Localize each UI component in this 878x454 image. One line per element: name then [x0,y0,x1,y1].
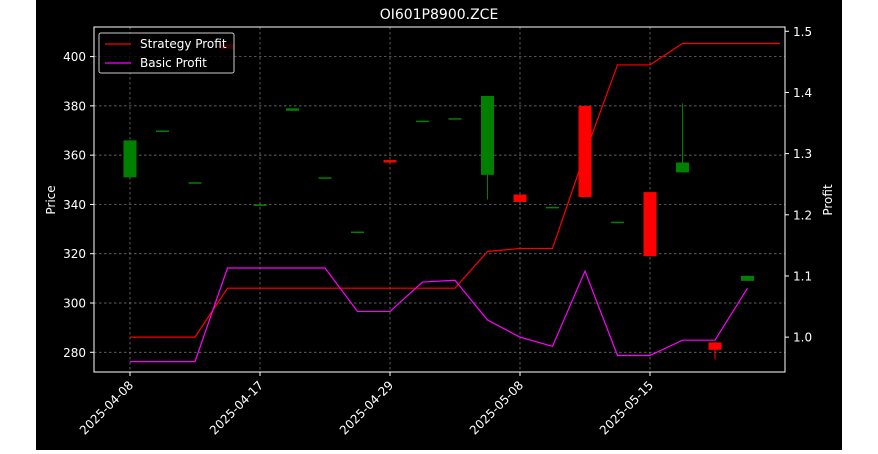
legend-box [98,32,235,74]
price-tick-label: 300 [63,297,86,311]
price-tick-label: 340 [63,198,86,212]
candle-body [123,140,137,178]
profit-tick-label: 1.5 [793,25,812,39]
profit-tick-label: 1.1 [793,269,812,283]
candle-body [448,118,462,120]
candle-body [156,130,169,132]
price-tick-label: 320 [63,247,86,261]
candle-body [578,105,592,198]
profit-axis: 1.0 1.1 1.2 1.3 1.4 1.5 [785,25,812,345]
candle-body [741,275,754,281]
figure-background [36,0,842,450]
price-axis-label: Price [44,185,58,214]
candle-body [513,194,527,202]
legend: Strategy Profit Basic Profit [98,32,235,74]
candle-body [351,231,364,234]
strategy-profit-line [130,42,780,338]
basic-profit-line [130,267,749,363]
candle-body [481,96,494,175]
candle-body [383,160,397,163]
price-tick-label: 400 [63,50,86,64]
candle-body [416,120,429,123]
candle-body [643,192,657,257]
profit-lines [130,42,780,363]
price-tick-label: 280 [63,346,86,360]
price-tick-label: 380 [63,99,86,113]
profit-tick-label: 1.3 [793,147,812,161]
chart-title: OI601P8900.ZCE [380,7,499,23]
price-axis: 280 300 320 340 360 380 400 [63,50,94,360]
profit-tick-label: 1.0 [793,331,812,345]
candle-body [188,182,202,184]
profit-tick-label: 1.2 [793,208,812,222]
plot-frame [93,26,786,373]
candle-body [676,162,689,173]
legend-basic-label: Basic Profit [140,56,207,70]
candle-body [286,108,299,111]
candle-body [546,206,559,209]
legend-strategy-label: Strategy Profit [140,37,227,51]
candle-body [318,177,332,179]
profit-axis-label: Profit [821,184,835,216]
candle-body [253,204,267,206]
candle-body [611,221,624,224]
candlesticks [123,44,754,360]
price-tick-label: 360 [63,149,86,163]
profit-tick-label: 1.4 [793,86,812,100]
candle-body [708,342,722,350]
